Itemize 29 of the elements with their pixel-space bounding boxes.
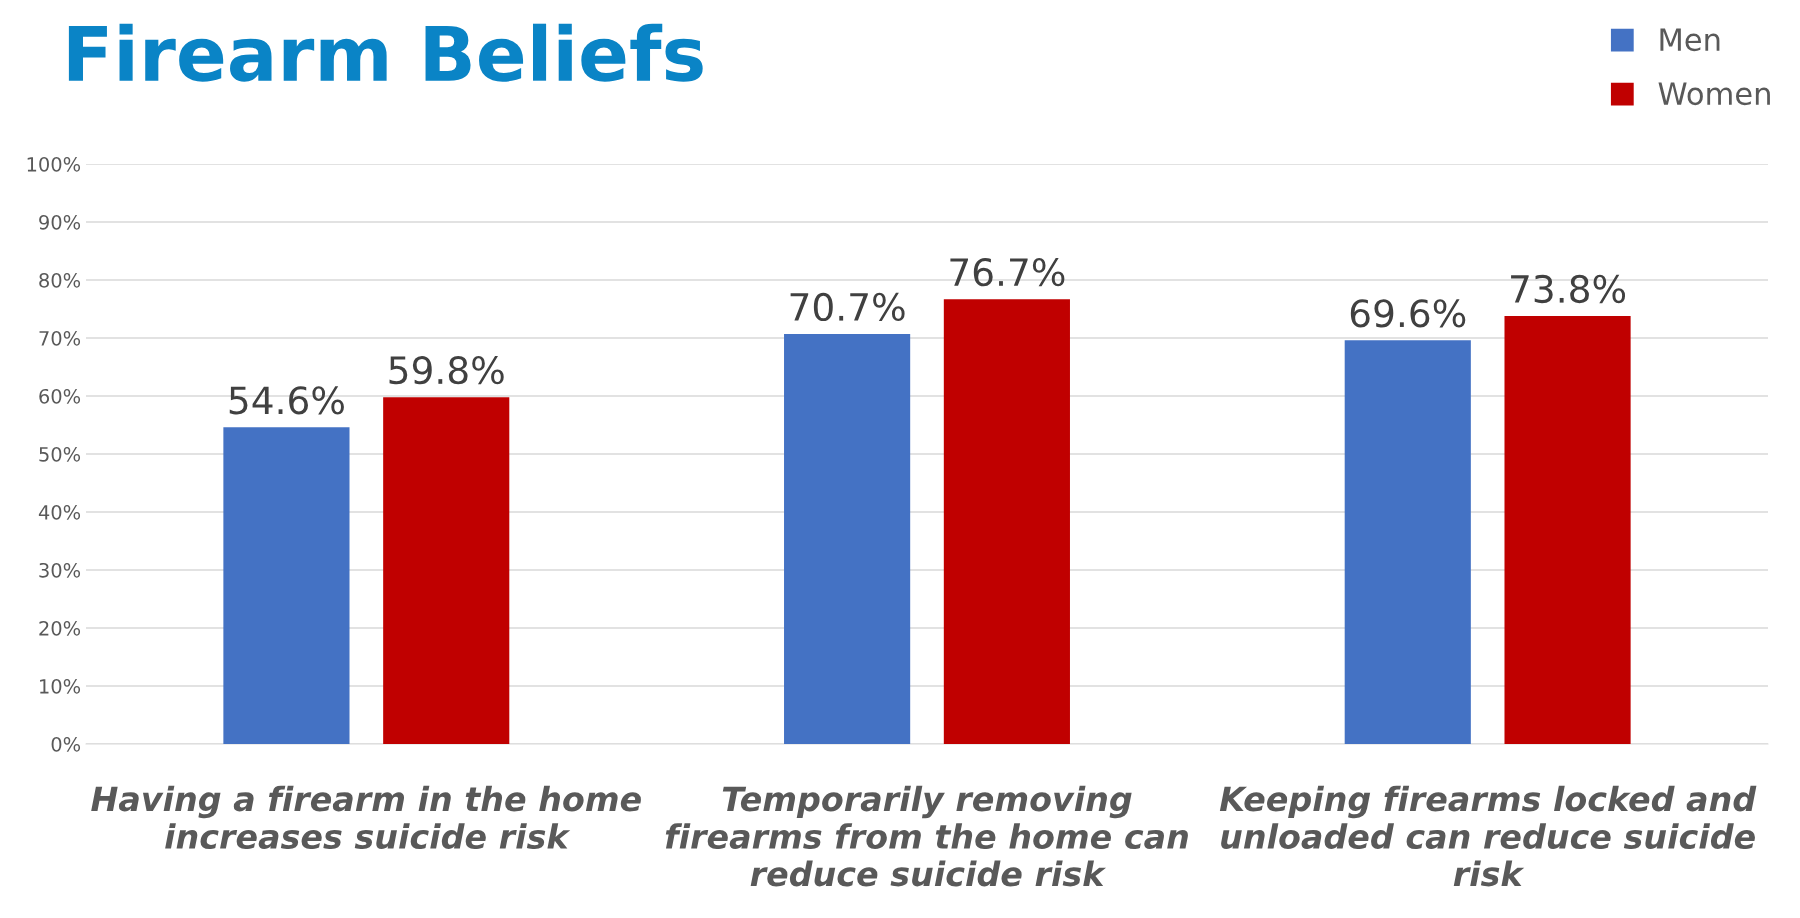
data-label: 70.7% — [790, 292, 905, 322]
bar — [383, 397, 510, 744]
bar — [1504, 315, 1631, 744]
y-tick-label: 80% — [39, 272, 81, 288]
y-tick-label: 30% — [39, 562, 81, 578]
data-label: 69.6% — [1350, 299, 1466, 328]
bar — [943, 299, 1070, 744]
data-label: 59.8% — [389, 355, 504, 385]
y-tick-label: 70% — [39, 330, 81, 346]
y-tick-label: 0% — [51, 736, 81, 752]
legend-label: Women — [1658, 82, 1770, 106]
y-tick-label: 90% — [39, 214, 81, 230]
bar — [1344, 340, 1471, 744]
y-tick-label: 20% — [39, 620, 81, 636]
y-tick-label: 100% — [27, 156, 81, 172]
bar — [784, 333, 911, 744]
x-tick-label: Temporarily removing firearms from the home can reduce suicide risk — [665, 785, 1188, 887]
x-tick-label: Having a firearm in the home increases suicide risk — [91, 785, 641, 850]
data-label: 76.7% — [950, 257, 1065, 287]
data-label: 54.6% — [229, 386, 344, 415]
bar — [223, 427, 350, 744]
legend-label: Men — [1660, 28, 1720, 52]
y-tick-label: 40% — [38, 504, 81, 520]
y-tick-label: 50% — [39, 446, 81, 462]
x-tick-label: Keeping firearms locked and unloaded can reduce suicide risk — [1219, 785, 1757, 887]
y-tick-label: 10% — [40, 678, 81, 694]
data-label: 73.8% — [1511, 274, 1626, 304]
chart-title: Firearm Beliefs — [68, 23, 703, 82]
y-tick-label: 60% — [39, 388, 81, 404]
